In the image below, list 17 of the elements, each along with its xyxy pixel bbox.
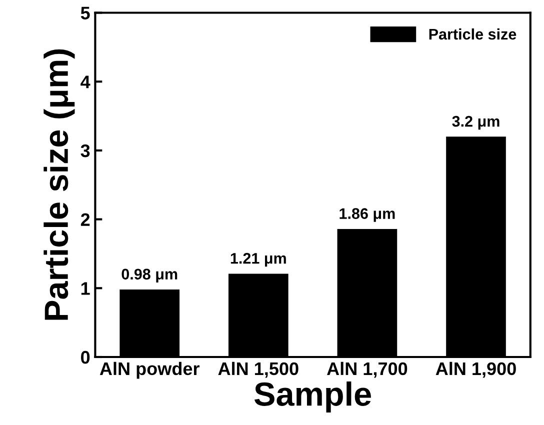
data-label: 1.21 μm xyxy=(230,252,286,267)
data-label: 0.98 μm xyxy=(122,268,178,283)
legend-label: Particle size xyxy=(429,28,516,40)
y-tick-label: 1 xyxy=(81,282,90,295)
y-tick-label: 5 xyxy=(80,6,90,20)
data-label: 3.2 μm xyxy=(452,116,500,130)
y-tick-label: 3 xyxy=(80,144,90,158)
x-tick-label: AlN 1,500 xyxy=(218,362,298,378)
y-axis-title: Particle size (μm) xyxy=(44,49,75,320)
y-tick-label: 0 xyxy=(81,350,90,364)
x-tick-label: AlN 1,700 xyxy=(327,362,408,378)
x-tick-label: AlN 1,900 xyxy=(436,362,516,378)
x-tick-label: AlN powder xyxy=(100,362,200,379)
y-tick-label: 2 xyxy=(80,213,90,226)
y-tick-label: 4 xyxy=(80,76,90,88)
data-label: 1.86 μm xyxy=(340,208,395,222)
x-axis-title: Sample xyxy=(254,381,371,413)
